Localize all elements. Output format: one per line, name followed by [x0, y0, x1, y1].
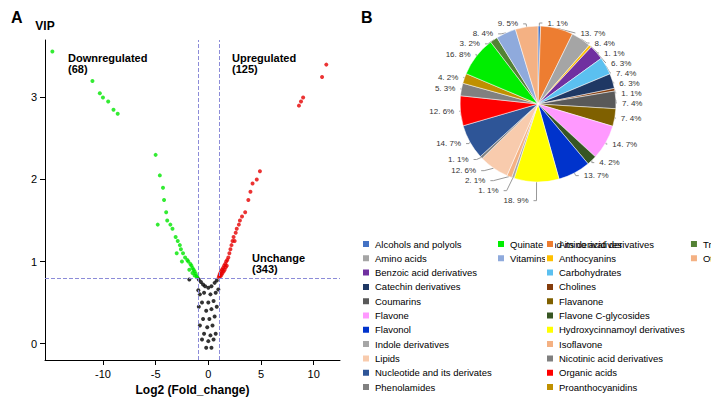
- svg-text:2: 2: [31, 173, 37, 185]
- svg-text:16. 8%: 16. 8%: [446, 50, 471, 59]
- svg-text:B: B: [361, 9, 373, 26]
- svg-text:Alcohols and polyols: Alcohols and polyols: [375, 239, 462, 250]
- svg-text:Flavonol: Flavonol: [375, 324, 411, 335]
- svg-text:Others: Others: [703, 253, 711, 264]
- svg-text:Amino acids: Amino acids: [375, 253, 427, 264]
- svg-text:Indole derivatives: Indole derivatives: [375, 339, 449, 350]
- svg-text:1: 1: [31, 256, 37, 268]
- svg-text:12. 6%: 12. 6%: [429, 107, 454, 116]
- svg-text:8. 4%: 8. 4%: [473, 29, 493, 38]
- svg-text:Isoflavone: Isoflavone: [559, 339, 602, 350]
- svg-text:10: 10: [308, 368, 320, 380]
- svg-text:Amino acid derivatives: Amino acid derivatives: [559, 239, 654, 250]
- svg-text:7. 4%: 7. 4%: [621, 114, 641, 123]
- svg-text:0: 0: [31, 338, 37, 350]
- svg-text:1. 1%: 1. 1%: [478, 186, 498, 195]
- svg-text:(68): (68): [68, 63, 88, 75]
- svg-text:6. 3%: 6. 3%: [611, 59, 631, 68]
- svg-text:0: 0: [205, 368, 211, 380]
- svg-text:1. 1%: 1. 1%: [547, 19, 567, 28]
- svg-text:8. 4%: 8. 4%: [595, 39, 615, 48]
- svg-text:VIP: VIP: [35, 19, 54, 33]
- svg-text:7. 4%: 7. 4%: [622, 99, 642, 108]
- svg-text:Upregulated: Upregulated: [232, 51, 297, 64]
- svg-text:Catechin derivatives: Catechin derivatives: [375, 281, 461, 292]
- svg-text:-10: -10: [95, 368, 111, 380]
- svg-text:Cholines: Cholines: [559, 281, 596, 292]
- svg-text:Organic acids: Organic acids: [559, 367, 617, 378]
- svg-text:4. 2%: 4. 2%: [438, 73, 458, 82]
- svg-text:-5: -5: [151, 368, 161, 380]
- svg-text:Hydroxycinnamoyl derivatives: Hydroxycinnamoyl derivatives: [559, 324, 685, 335]
- svg-text:2. 1%: 2. 1%: [465, 176, 485, 185]
- svg-text:Benzoic acid derivatives: Benzoic acid derivatives: [375, 267, 477, 278]
- svg-text:Tryptamine derivatives: Tryptamine derivatives: [703, 239, 711, 250]
- svg-text:3. 2%: 3. 2%: [460, 39, 480, 48]
- svg-text:Lipids: Lipids: [375, 353, 400, 364]
- svg-text:Unchange: Unchange: [252, 251, 306, 264]
- svg-text:18. 9%: 18. 9%: [504, 196, 529, 205]
- svg-text:Coumarins: Coumarins: [375, 296, 421, 307]
- svg-text:Flavone C-glycosides: Flavone C-glycosides: [559, 310, 650, 321]
- svg-text:9. 5%: 9. 5%: [498, 19, 518, 28]
- svg-text:Carbohydrates: Carbohydrates: [559, 267, 622, 278]
- svg-text:Flavone: Flavone: [375, 310, 409, 321]
- svg-text:12. 6%: 12. 6%: [451, 166, 476, 175]
- svg-text:A: A: [11, 9, 23, 26]
- svg-text:Flavanone: Flavanone: [559, 296, 603, 307]
- svg-text:13. 7%: 13. 7%: [584, 171, 609, 180]
- svg-text:Phenolamides: Phenolamides: [375, 382, 435, 393]
- svg-text:3: 3: [31, 91, 37, 103]
- svg-text:7. 4%: 7. 4%: [616, 69, 636, 78]
- svg-text:5: 5: [258, 368, 264, 380]
- svg-text:Vitamins: Vitamins: [510, 253, 547, 264]
- svg-text:6. 3%: 6. 3%: [619, 79, 639, 88]
- svg-text:14. 7%: 14. 7%: [612, 140, 637, 149]
- svg-text:14. 7%: 14. 7%: [436, 139, 461, 148]
- svg-text:1. 1%: 1. 1%: [448, 155, 468, 164]
- svg-text:(343): (343): [252, 263, 278, 275]
- svg-text:Anthocyanins: Anthocyanins: [559, 253, 616, 264]
- svg-text:Proanthocyanidins: Proanthocyanidins: [559, 382, 637, 393]
- svg-text:Nucleotide and its derivates: Nucleotide and its derivates: [375, 367, 492, 378]
- svg-text:Nicotinic acid derivatives: Nicotinic acid derivatives: [559, 353, 663, 364]
- svg-text:4. 2%: 4. 2%: [599, 158, 619, 167]
- svg-text:5. 3%: 5. 3%: [435, 84, 455, 93]
- svg-text:Downregulated: Downregulated: [68, 51, 148, 64]
- svg-text:13. 7%: 13. 7%: [580, 29, 605, 38]
- svg-text:1. 1%: 1. 1%: [604, 49, 624, 58]
- svg-text:1. 1%: 1. 1%: [621, 89, 641, 98]
- svg-text:(125): (125): [232, 63, 258, 75]
- svg-text:Log2 (Fold_change): Log2 (Fold_change): [136, 383, 250, 397]
